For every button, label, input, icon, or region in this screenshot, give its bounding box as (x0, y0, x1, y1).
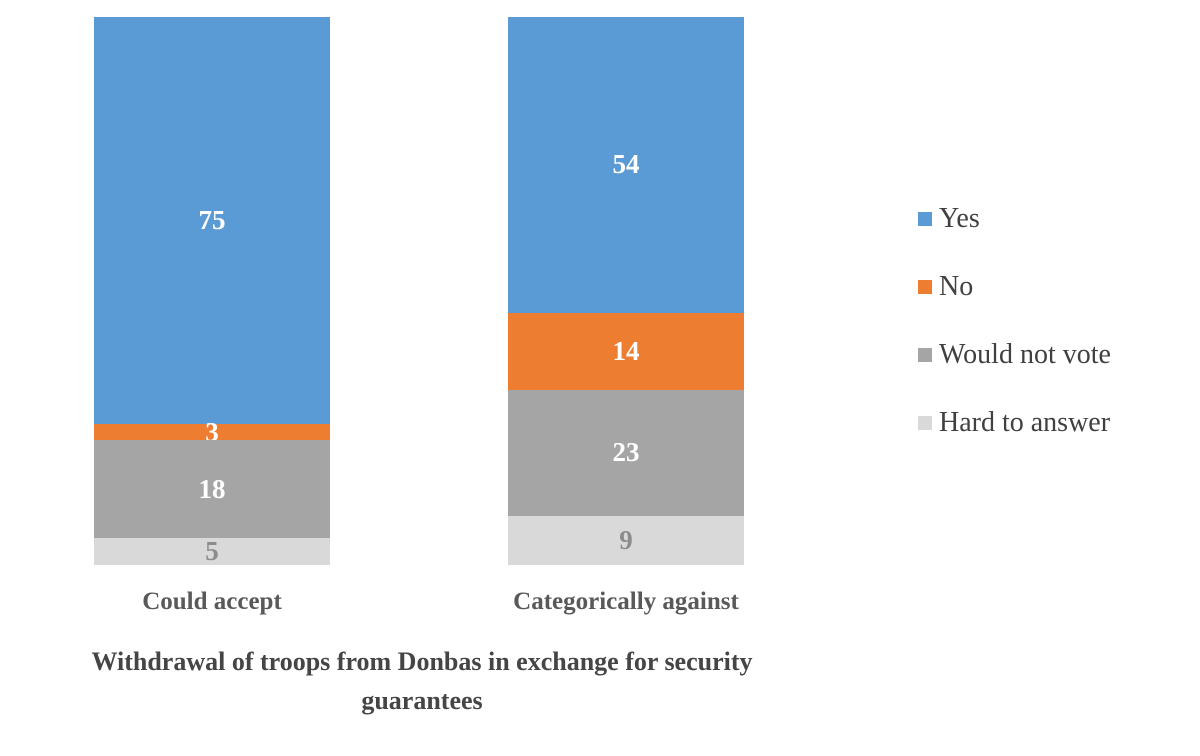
data-label: 14 (612, 335, 640, 366)
legend-label: No (939, 271, 974, 302)
bar-segment: 18 (94, 440, 330, 538)
bar-segment: 54 (508, 17, 744, 313)
data-label: 75 (198, 204, 226, 235)
legend-item: Hard to answer (918, 406, 1111, 440)
legend-swatch (918, 348, 932, 362)
category-label: Could accept (142, 588, 282, 615)
bar-segment: 5 (94, 535, 330, 566)
category-label: Categorically against (513, 588, 739, 615)
data-label: 23 (612, 437, 640, 468)
bar-segment: 14 (508, 312, 744, 390)
legend-label: Yes (939, 203, 980, 234)
bar-segment: 3 (94, 418, 330, 445)
bar-segment: 23 (508, 389, 744, 516)
bar-segment: 75 (94, 17, 330, 424)
legend-label: Hard to answer (939, 407, 1111, 438)
legend-swatch (918, 280, 932, 294)
legend-label: Would not vote (939, 339, 1111, 370)
bar-segment: 9 (508, 515, 744, 565)
legend-item: No (918, 270, 1111, 304)
legend-item: Yes (918, 202, 1111, 236)
legend: Yes No Would not vote Hard to answer (918, 202, 1111, 440)
data-label: 5 (205, 535, 219, 566)
data-label: 3 (205, 416, 219, 447)
data-label: 9 (619, 524, 633, 555)
legend-swatch (918, 212, 932, 226)
legend-swatch (918, 416, 932, 430)
stacked-bar: 75 3 18 5 (94, 17, 330, 565)
plot-area: 75 3 18 5 54 14 23 9 (94, 17, 744, 565)
data-label: 18 (198, 473, 226, 504)
legend-item: Would not vote (918, 338, 1111, 372)
stacked-bar: 54 14 23 9 (508, 17, 744, 565)
x-axis-title: Withdrawal of troops from Donbas in exch… (91, 647, 753, 715)
data-label: 54 (612, 149, 640, 180)
